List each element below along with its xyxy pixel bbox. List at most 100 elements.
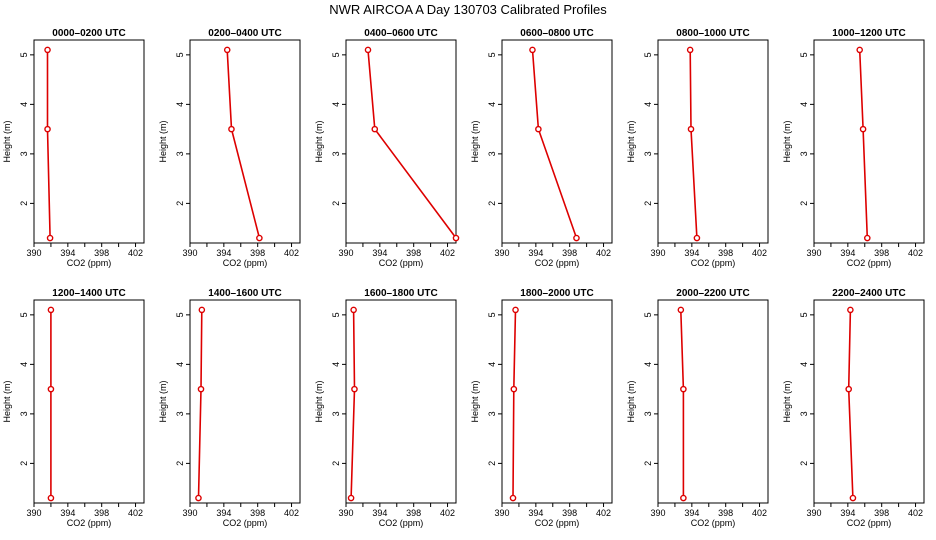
y-tick-label: 2 (487, 461, 497, 466)
x-tick-label: 398 (94, 508, 109, 518)
data-point (228, 125, 235, 133)
profile-line (197, 309, 203, 499)
profile-line (858, 49, 869, 239)
x-axis-label: CO2 (ppm) (847, 258, 892, 268)
y-tick-label: 4 (175, 362, 185, 367)
y-tick-label: 5 (19, 52, 29, 57)
x-tick-label: 390 (650, 508, 665, 518)
y-axis-label: Height (m) (2, 120, 12, 162)
profile-panel: 1800–2000 UTC 390 394 398 402 2 3 4 5 CO2 (ppm) He… (470, 288, 613, 528)
x-tick-label: 390 (806, 508, 821, 518)
profile-panel: 0800–1000 UTC 390 394 398 402 2 3 4 5 CO2 (ppm) He… (626, 28, 769, 268)
y-tick-label: 5 (643, 312, 653, 317)
data-point (44, 46, 51, 54)
x-axis-label: CO2 (ppm) (379, 258, 424, 268)
profile-line (531, 49, 578, 239)
y-tick-label: 2 (175, 201, 185, 206)
y-tick-label: 3 (799, 411, 809, 416)
panel-title: 0000–0200 UTC (52, 28, 125, 39)
y-tick-label: 5 (799, 312, 809, 317)
data-point (47, 494, 55, 502)
plot-frame (501, 39, 613, 244)
y-tick-label: 2 (799, 201, 809, 206)
panel-title: 1600–1800 UTC (364, 288, 437, 299)
y-tick-label: 2 (643, 461, 653, 466)
y-tick-label: 5 (19, 312, 29, 317)
x-axis-label: CO2 (ppm) (223, 258, 268, 268)
y-tick-label: 3 (19, 151, 29, 156)
figure-title: NWR AIRCOA A Day 130703 Calibrated Profi… (329, 2, 607, 17)
x-tick-label: 394 (216, 248, 231, 258)
y-tick-label: 5 (799, 52, 809, 57)
y-axis-label: Height (m) (626, 120, 636, 162)
y-tick-label: 5 (175, 52, 185, 57)
x-tick-label: 398 (718, 248, 733, 258)
x-tick-label: 390 (494, 248, 509, 258)
y-tick-label: 4 (799, 102, 809, 107)
panel-title: 1800–2000 UTC (520, 288, 593, 299)
data-point (512, 306, 519, 314)
panel-title: 1400–1600 UTC (208, 288, 281, 299)
profile-panel: 2000–2200 UTC 390 394 398 402 2 3 4 5 CO2 (ppm) He… (626, 288, 769, 528)
y-tick-label: 2 (643, 201, 653, 206)
plot-frame (345, 39, 457, 244)
data-point (256, 234, 263, 242)
plot-frame (813, 39, 925, 244)
y-tick-label: 3 (175, 151, 185, 156)
x-tick-label: 390 (26, 508, 41, 518)
y-axis-label: Height (m) (314, 120, 324, 162)
x-tick-label: 394 (840, 508, 855, 518)
profile-line (46, 49, 51, 239)
y-tick-label: 3 (19, 411, 29, 416)
panel-title: 2000–2200 UTC (676, 288, 749, 299)
x-tick-label: 398 (250, 248, 265, 258)
x-axis-label: CO2 (ppm) (223, 518, 268, 528)
x-tick-label: 394 (60, 248, 75, 258)
y-tick-label: 4 (643, 362, 653, 367)
data-point (680, 494, 687, 502)
panel-title: 1000–1200 UTC (832, 28, 905, 39)
data-point (47, 385, 55, 393)
data-point (680, 385, 687, 393)
x-axis-label: CO2 (ppm) (847, 518, 892, 528)
x-axis-label: CO2 (ppm) (379, 518, 424, 528)
y-tick-label: 4 (799, 362, 809, 367)
x-tick-label: 402 (752, 248, 767, 258)
plot-frame (657, 299, 769, 504)
y-axis-label: Height (m) (782, 380, 792, 422)
y-tick-label: 3 (799, 151, 809, 156)
y-tick-label: 2 (331, 461, 341, 466)
x-tick-label: 402 (596, 248, 611, 258)
y-axis-label: Height (m) (158, 120, 168, 162)
data-point (849, 494, 857, 502)
profile-line (689, 49, 698, 239)
x-tick-label: 394 (372, 508, 387, 518)
x-tick-label: 394 (60, 508, 75, 518)
y-axis-label: Height (m) (470, 380, 480, 422)
panel-title: 0200–0400 UTC (208, 28, 281, 39)
y-tick-label: 2 (799, 461, 809, 466)
data-point (845, 385, 852, 393)
y-tick-label: 2 (487, 201, 497, 206)
y-tick-label: 5 (487, 312, 497, 317)
x-tick-label: 398 (406, 508, 421, 518)
data-point (535, 125, 542, 133)
x-tick-label: 394 (216, 508, 231, 518)
x-tick-label: 390 (182, 508, 197, 518)
profile-panel: 1200–1400 UTC 390 394 398 402 2 3 4 5 CO2 (ppm) He… (2, 288, 145, 528)
panel-title: 0400–0600 UTC (364, 28, 437, 39)
y-tick-label: 5 (331, 312, 341, 317)
x-tick-label: 398 (94, 248, 109, 258)
x-axis-label: CO2 (ppm) (67, 258, 112, 268)
data-point (371, 125, 379, 133)
x-tick-label: 398 (874, 508, 889, 518)
profile-panel: 1000–1200 UTC 390 394 398 402 2 3 4 5 CO2 (ppm) He… (782, 28, 925, 268)
y-tick-label: 3 (331, 411, 341, 416)
panel-grid: 0000–0200 UTC 390 394 398 402 2 3 4 5 CO2 (ppm) He… (2, 28, 925, 528)
y-axis-label: Height (m) (314, 380, 324, 422)
data-point (46, 234, 54, 242)
profile-panel: 0600–0800 UTC 390 394 398 402 2 3 4 5 CO2 (ppm) He… (470, 28, 613, 268)
profile-line (847, 309, 854, 499)
profile-panel: 1400–1600 UTC 390 394 398 402 2 3 4 5 CO2 (ppm) He… (158, 288, 301, 528)
